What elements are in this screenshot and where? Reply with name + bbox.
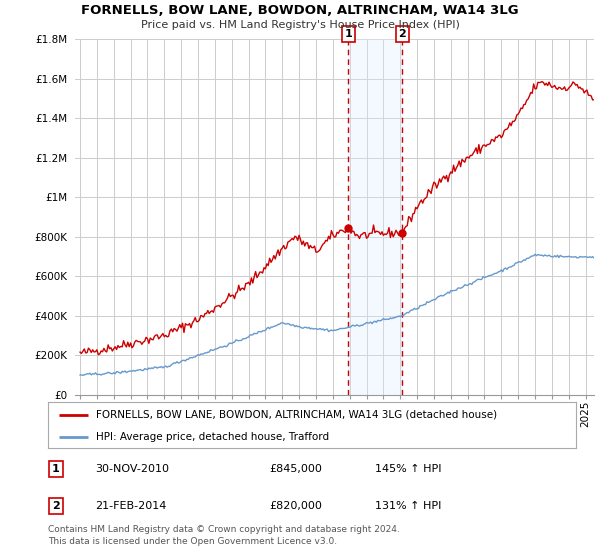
Text: 2: 2 [398, 29, 406, 39]
Bar [348, 39, 403, 395]
Text: £845,000: £845,000 [270, 464, 323, 474]
Text: 145% ↑ HPI: 145% ↑ HPI [376, 464, 442, 474]
Text: 131% ↑ HPI: 131% ↑ HPI [376, 501, 442, 511]
Text: 2: 2 [52, 501, 60, 511]
Text: Price paid vs. HM Land Registry's House Price Index (HPI): Price paid vs. HM Land Registry's House … [140, 20, 460, 30]
Text: HPI: Average price, detached house, Trafford: HPI: Average price, detached house, Traf… [95, 432, 329, 441]
Text: FORNELLS, BOW LANE, BOWDON, ALTRINCHAM, WA14 3LG (detached house): FORNELLS, BOW LANE, BOWDON, ALTRINCHAM, … [95, 410, 497, 420]
Text: 21-FEB-2014: 21-FEB-2014 [95, 501, 167, 511]
Text: Contains HM Land Registry data © Crown copyright and database right 2024.
This d: Contains HM Land Registry data © Crown c… [48, 525, 400, 546]
Text: FORNELLS, BOW LANE, BOWDON, ALTRINCHAM, WA14 3LG: FORNELLS, BOW LANE, BOWDON, ALTRINCHAM, … [81, 4, 519, 17]
Text: 1: 1 [52, 464, 60, 474]
Text: 30-NOV-2010: 30-NOV-2010 [95, 464, 170, 474]
Text: 1: 1 [344, 29, 352, 39]
Text: £820,000: £820,000 [270, 501, 323, 511]
